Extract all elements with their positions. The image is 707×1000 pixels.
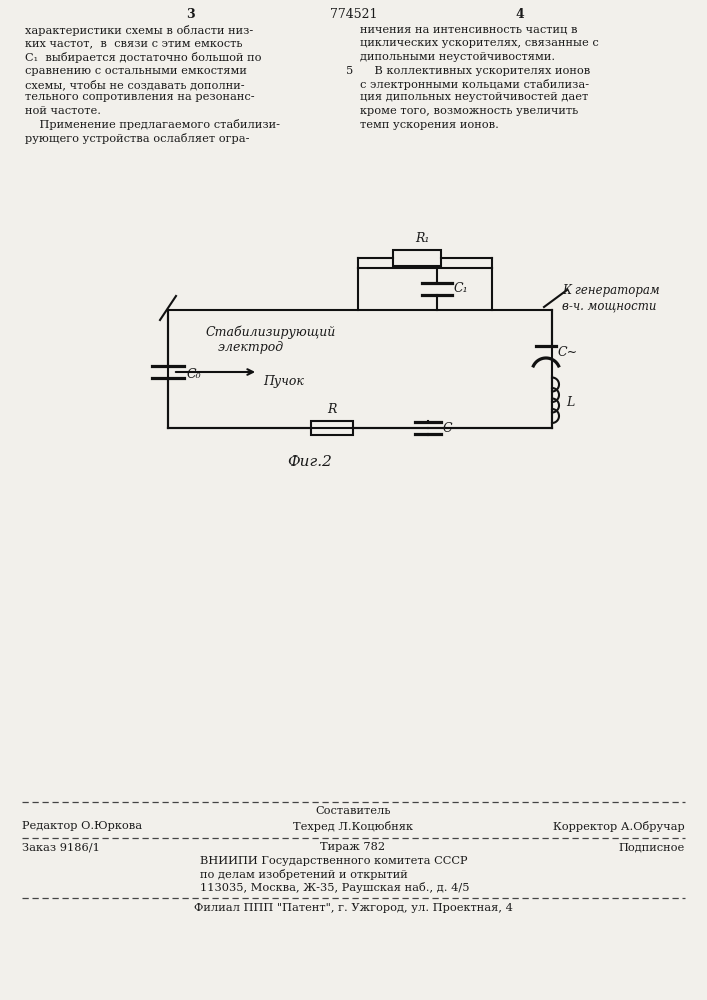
Text: Тираж 782: Тираж 782: [320, 842, 385, 852]
Text: темп ускорения ионов.: темп ускорения ионов.: [360, 119, 499, 129]
Bar: [311, 421, 353, 435]
Text: R₁: R₁: [415, 232, 429, 245]
Text: Редактор О.Юркова: Редактор О.Юркова: [22, 821, 142, 831]
Text: Корректор А.Обручар: Корректор А.Обручар: [554, 821, 685, 832]
Text: сравнению с остальными емкостями: сравнению с остальными емкостями: [25, 66, 247, 76]
Text: Филиал ППП "Патент", г. Ужгород, ул. Проектная, 4: Филиал ППП "Патент", г. Ужгород, ул. Про…: [194, 903, 513, 913]
Text: R: R: [327, 403, 337, 416]
Text: Составитель: Составитель: [315, 806, 391, 816]
Text: 3: 3: [186, 8, 194, 21]
Text: L: L: [566, 395, 574, 408]
Text: Пучок: Пучок: [263, 375, 304, 388]
Text: ничения на интенсивность частиц в: ничения на интенсивность частиц в: [360, 25, 578, 35]
Text: ких частот,  в  связи с этим емкость: ких частот, в связи с этим емкость: [25, 38, 243, 48]
Text: 5: 5: [346, 66, 354, 76]
Text: по делам изобретений и открытий: по делам изобретений и открытий: [200, 869, 408, 880]
Text: C: C: [443, 422, 452, 434]
Text: с электронными кольцами стабилиза-: с электронными кольцами стабилиза-: [360, 79, 589, 90]
Text: C∼: C∼: [558, 346, 578, 359]
Text: кроме того, возможность увеличить: кроме того, возможность увеличить: [360, 106, 578, 116]
Text: Заказ 9186/1: Заказ 9186/1: [22, 842, 100, 852]
Text: В коллективных ускорителях ионов: В коллективных ускорителях ионов: [360, 66, 590, 76]
Text: К генераторам
в-ч. мощности: К генераторам в-ч. мощности: [562, 284, 660, 312]
Text: характеристики схемы в области низ-: характеристики схемы в области низ-: [25, 25, 253, 36]
Text: ной частоте.: ной частоте.: [25, 106, 101, 116]
Text: циклических ускорителях, связанные с: циклических ускорителях, связанные с: [360, 38, 599, 48]
Text: C₀: C₀: [187, 368, 201, 381]
Text: тельного сопротивления на резонанс-: тельного сопротивления на резонанс-: [25, 93, 255, 103]
Text: Фиг.2: Фиг.2: [288, 455, 332, 469]
Text: 4: 4: [515, 8, 525, 21]
Text: Подписное: Подписное: [619, 842, 685, 852]
Bar: [393, 250, 441, 266]
Text: рующего устройства ослабляет огра-: рующего устройства ослабляет огра-: [25, 133, 250, 144]
Text: Применение предлагаемого стабилизи-: Применение предлагаемого стабилизи-: [25, 119, 280, 130]
Text: 774521: 774521: [329, 8, 378, 21]
Text: 113035, Москва, Ж-35, Раушская наб., д. 4/5: 113035, Москва, Ж-35, Раушская наб., д. …: [200, 882, 469, 893]
Text: Техред Л.Коцюбняк: Техред Л.Коцюбняк: [293, 821, 413, 832]
Text: ВНИИПИ Государственного комитета СССР: ВНИИПИ Государственного комитета СССР: [200, 856, 467, 866]
Text: дипольными неустойчивостями.: дипольными неустойчивостями.: [360, 52, 555, 62]
Text: ция дипольных неустойчивостей дает: ция дипольных неустойчивостей дает: [360, 93, 588, 103]
Text: C₁: C₁: [454, 282, 469, 296]
Text: C₁  выбирается достаточно большой по: C₁ выбирается достаточно большой по: [25, 52, 262, 63]
Text: Стабилизирующий
   электрод: Стабилизирующий электрод: [206, 326, 337, 354]
Text: схемы, чтобы не создавать дополни-: схемы, чтобы не создавать дополни-: [25, 79, 245, 90]
